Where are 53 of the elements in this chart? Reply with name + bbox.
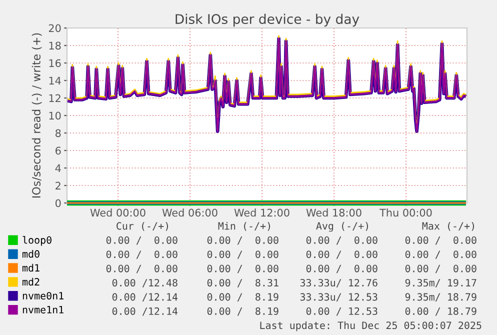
text: 0.00 / 18.79: [405, 307, 476, 316]
text: 33.33u/ 12.53: [300, 293, 378, 302]
text: 33.33u/ 12.76: [300, 278, 378, 288]
text: 0.00 / 0.00: [106, 250, 178, 259]
text: 0.00 / 0.00: [306, 264, 378, 274]
y-tick-label: 4: [55, 164, 61, 172]
text: 0.00 /12.14: [112, 307, 178, 316]
y-tick-label: 6: [56, 146, 61, 155]
x-tick-label: Wed 18:00: [306, 208, 362, 217]
legend-label: md2: [22, 278, 40, 286]
text: 9.35m/ 18.79: [405, 293, 476, 302]
x-tick-label: Wed 12:00: [234, 208, 290, 217]
text: 0.00 / 0.00: [207, 250, 278, 259]
y-tick-label: 14: [49, 76, 61, 84]
text: Last update: Thu Dec 25 05:00:07 2025: [260, 321, 482, 332]
y-tick-label: 10: [49, 112, 61, 120]
y-tick-label: 16: [49, 59, 61, 68]
legend-label: md0: [22, 250, 40, 258]
legend-label: loop0: [22, 236, 52, 246]
y-tick-label: 0: [56, 199, 61, 208]
text: 0.00 / 0.00: [306, 236, 378, 245]
text: 0.00 / 0.00: [106, 264, 178, 274]
text: 0.00 / 0.00: [405, 250, 476, 259]
x-tick-label: Wed 00:00: [90, 208, 146, 217]
y-axis-title: IOs/second read (-) / write (+): [32, 33, 42, 198]
text: 9.35m/ 19.17: [405, 278, 476, 288]
text: 0.00 / 0.00: [405, 236, 476, 245]
y-tick-label: 8: [56, 129, 61, 138]
y-tick-label: 20: [48, 24, 61, 32]
legend-label: md1: [22, 264, 40, 272]
x-tick-label: Wed 06:00: [162, 208, 218, 217]
text: 0.00 / 12.53: [306, 307, 378, 316]
text: 0.00 /12.48: [112, 278, 178, 288]
text: 0.00 / 0.00: [207, 236, 278, 245]
y-tick-label: 12: [49, 94, 60, 102]
text: 0.00 / 0.00: [106, 236, 178, 245]
legend-label: nvme0n1: [22, 292, 64, 300]
text: 0.00 / 8.31: [207, 278, 278, 288]
x-tick-label: Thu 00:00: [380, 208, 432, 217]
text: 0.00 /12.14: [112, 293, 178, 302]
text: 0.00 / 8.19: [207, 307, 278, 316]
text: Avg (-/+): [316, 222, 368, 232]
text: 0.00 / 8.19: [207, 293, 278, 302]
text: 0.00 / 0.00: [207, 264, 278, 274]
text: Cur (-/+): [116, 222, 168, 231]
text: 0.00 / 0.00: [405, 264, 476, 274]
text: Min (-/+): [218, 222, 270, 231]
text: Max (-/+): [422, 222, 474, 231]
legend-label: nvme1n1: [22, 306, 64, 314]
y-tick-label: 18: [49, 42, 61, 50]
text: 0.00 / 0.00: [306, 250, 378, 259]
y-tick-label: 2: [56, 182, 60, 190]
chart-title: Disk IOs per device - by day: [176, 14, 360, 27]
